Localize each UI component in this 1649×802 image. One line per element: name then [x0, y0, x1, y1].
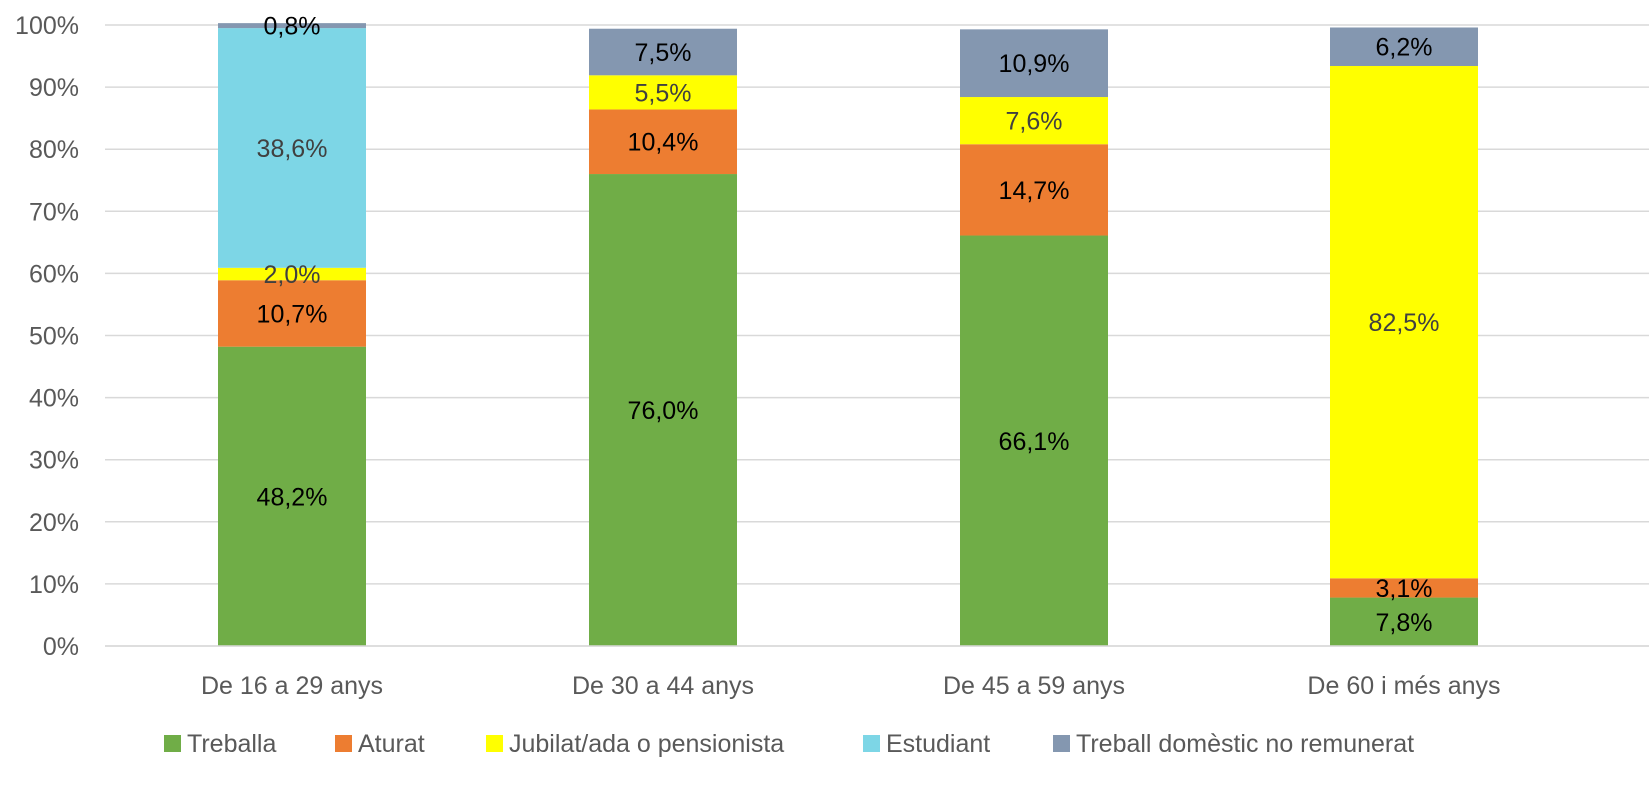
bar-segment: [218, 346, 366, 646]
bar-segment: [1330, 597, 1478, 646]
data-label: 48,2%: [257, 483, 328, 511]
legend-swatch: [1053, 735, 1070, 752]
y-tick-label: 20%: [29, 509, 79, 537]
legend-label: Treball domèstic no remunerat: [1076, 730, 1414, 758]
data-label: 10,7%: [257, 300, 328, 328]
bar-segment: [1330, 65, 1478, 579]
y-tick-label: 0%: [43, 633, 79, 661]
data-label: 2,0%: [264, 261, 321, 289]
bar-segment: [589, 109, 737, 175]
legend-label: Aturat: [358, 730, 425, 758]
y-tick-label: 10%: [29, 571, 79, 599]
bar-segment: [960, 235, 1108, 647]
bar-segment: [218, 267, 366, 281]
data-label: 76,0%: [628, 397, 699, 425]
legend-swatch: [164, 735, 181, 752]
legend-swatch: [486, 735, 503, 752]
legend-label: Jubilat/ada o pensionista: [509, 730, 784, 758]
legend-label: Treballa: [187, 730, 276, 758]
bar-segment: [218, 23, 366, 29]
x-axis: De 16 a 29 anys De 30 a 44 anys De 45 a 59…: [105, 645, 1649, 700]
data-label: 38,6%: [257, 135, 328, 163]
y-tick-label: 90%: [29, 74, 79, 102]
bar-segment: [589, 174, 737, 647]
legend: Treballa Aturat Jubilat/ada o pensionista E…: [164, 730, 1414, 758]
y-tick-label: 100%: [15, 12, 79, 40]
bar-segment: [960, 144, 1108, 236]
bar-segment: [1330, 578, 1478, 598]
data-label: 6,2%: [1376, 34, 1433, 62]
data-label: 3,1%: [1376, 575, 1433, 603]
x-category-label: De 30 a 44 anys: [572, 672, 754, 700]
data-label: 7,6%: [1006, 108, 1063, 136]
bar-segment: [1330, 27, 1478, 66]
y-axis: 0% 10% 20% 30% 40% 50% 60% 70% 80% 90% 100%: [15, 12, 79, 661]
data-label: 5,5%: [635, 79, 692, 107]
bar-segment: [589, 75, 737, 110]
y-tick-label: 80%: [29, 136, 79, 164]
data-label: 10,9%: [999, 50, 1070, 78]
bar-segment: [589, 28, 737, 76]
bar-segment: [218, 28, 366, 268]
data-label: 10,4%: [628, 129, 699, 157]
y-tick-label: 50%: [29, 323, 79, 351]
legend-label: Estudiant: [886, 730, 990, 758]
legend-swatch: [863, 735, 880, 752]
bar-segment: [218, 280, 366, 347]
x-category-label: De 16 a 29 anys: [201, 672, 383, 700]
data-label: 7,5%: [635, 39, 692, 67]
legend-swatch: [335, 735, 352, 752]
data-label: 14,7%: [999, 177, 1070, 205]
bar-segment: [960, 29, 1108, 98]
x-category-label: De 60 i més anys: [1307, 672, 1500, 700]
y-tick-label: 60%: [29, 260, 79, 288]
data-labels: 48,2% 10,7% 2,0% 38,6% 0,8% 76,0% 10,4% 5,5% 7,5…: [257, 13, 1440, 637]
data-label: 0,8%: [264, 13, 321, 41]
bars: [218, 23, 1478, 647]
bar-segment: [960, 97, 1108, 145]
data-label: 66,1%: [999, 428, 1070, 456]
y-tick-label: 40%: [29, 385, 79, 413]
data-label: 82,5%: [1369, 309, 1440, 337]
y-tick-label: 70%: [29, 198, 79, 226]
y-tick-label: 30%: [29, 447, 79, 475]
x-category-label: De 45 a 59 anys: [943, 672, 1125, 700]
data-label: 7,8%: [1376, 609, 1433, 637]
